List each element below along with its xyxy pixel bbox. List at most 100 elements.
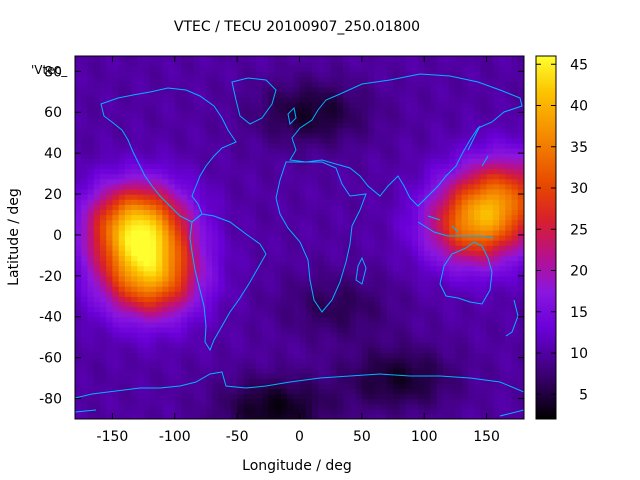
heat-cell (486, 224, 494, 231)
heat-cell (205, 306, 213, 313)
heat-cell (361, 178, 369, 185)
heat-cell (311, 188, 319, 195)
heat-cell (517, 250, 524, 256)
heat-cell (106, 316, 114, 323)
heat-cell (442, 321, 450, 328)
heat-cell (99, 296, 107, 303)
heat-cell (187, 342, 195, 349)
heat-cell (318, 183, 326, 190)
heat-cell (355, 352, 363, 359)
heat-cell (224, 132, 232, 139)
heat-cell (112, 168, 120, 175)
heat-cell (449, 321, 457, 328)
heat-cell (274, 71, 282, 78)
heat-cell (405, 362, 413, 369)
heat-cell (93, 280, 101, 287)
heat-cell (386, 265, 394, 272)
heat-cell (143, 122, 151, 129)
heat-cell (511, 383, 519, 389)
heat-cell (324, 408, 332, 415)
heat-cell (280, 296, 288, 303)
heat-cell (386, 357, 394, 364)
heat-cell (224, 286, 232, 292)
heat-cell (380, 168, 388, 175)
heat-cell (380, 403, 388, 410)
heat-cell (411, 245, 419, 251)
heat-cell (249, 132, 257, 139)
heat-cell (137, 408, 145, 415)
heat-cell (262, 275, 269, 282)
heat-cell (368, 332, 375, 338)
heat-cell (461, 91, 469, 98)
heat-cell (268, 188, 276, 195)
heat-cell (199, 306, 207, 313)
heat-cell (218, 91, 226, 98)
heat-cell (199, 311, 207, 318)
heat-cell (517, 403, 524, 410)
heat-cell (168, 163, 176, 170)
heat-cell (224, 296, 232, 303)
heat-cell (237, 219, 244, 226)
heat-cell (399, 383, 407, 389)
heat-cell (168, 142, 176, 149)
heat-cell (424, 388, 432, 395)
heat-cell (511, 280, 519, 287)
heat-cell (143, 240, 151, 246)
heat-cell (187, 96, 195, 103)
heat-cell (75, 81, 82, 88)
heat-cell (442, 188, 450, 195)
heat-cell (393, 102, 400, 108)
heat-cell (293, 188, 301, 195)
heat-cell (318, 337, 326, 343)
heat-cell (417, 178, 425, 185)
heat-cell (274, 357, 282, 364)
heat-cell (368, 398, 375, 405)
heat-cell (293, 117, 301, 124)
heat-cell (511, 117, 519, 124)
heat-cell (181, 270, 188, 277)
heat-cell (168, 96, 176, 103)
heat-cell (430, 194, 438, 200)
heat-cell (224, 178, 232, 185)
heat-cell (131, 408, 138, 415)
heat-cell (436, 367, 444, 374)
heat-cell (162, 378, 170, 384)
heat-cell (424, 398, 432, 405)
heat-cell (467, 194, 475, 200)
heat-cell (149, 255, 157, 262)
heat-cell (218, 122, 226, 129)
heat-cell (349, 96, 357, 103)
heat-cell (212, 332, 220, 338)
heat-cell (224, 388, 232, 395)
heat-cell (81, 337, 89, 343)
heat-cell (274, 280, 282, 287)
heat-cell (193, 403, 201, 410)
heat-cell (505, 173, 513, 180)
heat-cell (474, 250, 481, 256)
heat-cell (499, 194, 506, 200)
heat-cell (143, 158, 151, 164)
heat-cell (480, 173, 488, 180)
heat-cell (343, 173, 350, 180)
heat-cell (393, 66, 400, 72)
heat-cell (293, 250, 301, 256)
heat-cell (224, 71, 232, 78)
heat-cell (106, 153, 114, 159)
heat-cell (492, 280, 500, 287)
heat-cell (374, 286, 382, 292)
heat-cell (492, 367, 500, 374)
heat-cell (424, 96, 432, 103)
heat-cell (106, 280, 114, 287)
heat-cell (336, 234, 344, 241)
heat-cell (149, 153, 157, 159)
heat-cell (181, 112, 188, 118)
heat-cell (455, 229, 463, 236)
heat-cell (343, 250, 350, 256)
heat-cell (461, 137, 469, 144)
heat-cell (93, 362, 101, 369)
heat-cell (417, 229, 425, 236)
heat-cell (492, 311, 500, 318)
heat-cell (131, 86, 138, 93)
heat-cell (287, 311, 294, 318)
heat-cell (368, 326, 375, 333)
